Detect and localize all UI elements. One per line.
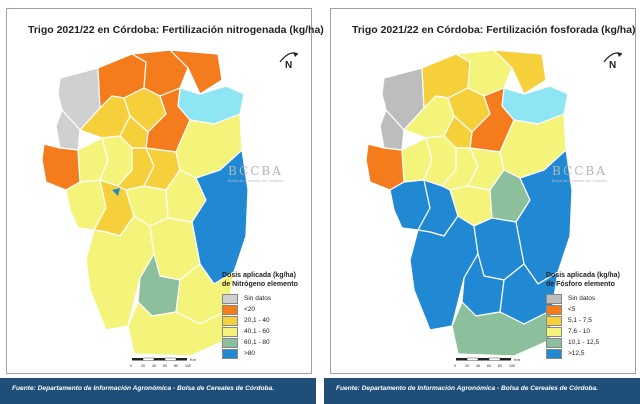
scale-bar: Km 0 20 40 60 80 100 xyxy=(130,357,197,368)
scale-tick-label: 60 xyxy=(163,364,167,368)
legend-item: <5 xyxy=(546,304,636,315)
watermark-subtitle: Bolsa de Cereales de Córdoba xyxy=(552,178,607,183)
bccba-watermark: BCCBA Bolsa de Cereales de Córdoba xyxy=(228,164,298,183)
legend-item: 7,6 - 10 xyxy=(546,326,636,337)
department-west-2 xyxy=(365,143,405,191)
legend-item: >80 xyxy=(222,348,312,359)
scale-unit: Km xyxy=(190,357,197,362)
legend-swatch xyxy=(222,326,238,337)
watermark-logo: BCCBA xyxy=(552,164,607,178)
legend-label: <5 xyxy=(568,306,576,313)
scale-tick-label: 40 xyxy=(476,364,480,368)
department-ne xyxy=(493,49,547,95)
nitrogen-map-panel: Trigo 2021/22 en Córdoba: Fertilización … xyxy=(0,0,324,404)
legend-swatch xyxy=(546,293,562,304)
legend-item: Sin datos xyxy=(222,293,312,304)
north-label: N xyxy=(609,60,617,71)
legend-swatch xyxy=(222,348,238,359)
map-legend: Dosis aplicada (kg/ha) de Fósforo elemen… xyxy=(546,272,636,359)
legend-label: Sin datos xyxy=(244,295,272,302)
north-arrow-icon xyxy=(279,52,299,63)
legend-label: <20 xyxy=(244,306,256,313)
legend-label: >80 xyxy=(244,350,256,357)
legend-label: >12,5 xyxy=(568,350,585,357)
scale-tick-label: 100 xyxy=(509,364,515,368)
scale-unit: Km xyxy=(514,357,521,362)
department-ne xyxy=(169,49,223,95)
department-west-2 xyxy=(41,143,81,191)
legend-title: Dosis aplicada (kg/ha) de Fósforo elemen… xyxy=(546,272,636,289)
legend-swatch xyxy=(222,337,238,348)
legend-item: <20 xyxy=(222,304,312,315)
map-title: Trigo 2021/22 en Córdoba: Fertilización … xyxy=(28,24,324,36)
legend-label: 5,1 - 7,5 xyxy=(568,317,592,324)
legend-label: 10,1 - 12,5 xyxy=(568,339,600,346)
legend-label: 40,1 - 60 xyxy=(244,328,270,335)
footer-text: Fuente: Departamento de Información Agro… xyxy=(12,385,275,392)
scale-tick-label: 0 xyxy=(130,364,132,368)
source-footer: Fuente: Departamento de Información Agro… xyxy=(0,378,316,404)
cordoba-departments-map[interactable] xyxy=(344,40,594,360)
legend-item: >12,5 xyxy=(546,348,636,359)
legend-label: 7,6 - 10 xyxy=(568,328,591,335)
scale-tick-label: 80 xyxy=(174,364,178,368)
legend-swatch xyxy=(546,304,562,315)
footer-text: Fuente: Departamento de Información Agro… xyxy=(336,385,599,392)
legend-title: Dosis aplicada (kg/ha) de Nitrógeno elem… xyxy=(222,272,312,289)
scale-tick-label: 60 xyxy=(487,364,491,368)
north-arrow-icon xyxy=(603,52,623,63)
source-footer: Fuente: Departamento de Información Agro… xyxy=(324,378,640,404)
legend-items: Sin datos <20 20,1 - 40 40,1 - 60 60,1 - 80 >… xyxy=(222,293,312,359)
scale-tick-label: 20 xyxy=(465,364,469,368)
legend-item: 40,1 - 60 xyxy=(222,326,312,337)
legend-title-line1: Dosis aplicada (kg/ha) xyxy=(222,272,296,279)
scale-tick-label: 20 xyxy=(141,364,145,368)
legend-item: Sin datos xyxy=(546,293,636,304)
map-title: Trigo 2021/22 en Córdoba: Fertilización … xyxy=(352,24,636,36)
watermark-subtitle: Bolsa de Cereales de Córdoba xyxy=(228,178,283,183)
legend-label: 60,1 - 80 xyxy=(244,339,270,346)
scale-tick-label: 80 xyxy=(498,364,502,368)
bccba-watermark: BCCBA Bolsa de Cereales de Córdoba xyxy=(552,164,622,183)
legend-swatch xyxy=(222,304,238,315)
legend-swatch xyxy=(546,348,562,359)
department-south xyxy=(127,301,229,357)
department-south xyxy=(451,301,553,357)
north-label: N xyxy=(285,60,293,71)
legend-label: Sin datos xyxy=(568,295,596,302)
legend-swatch xyxy=(222,293,238,304)
legend-item: 60,1 - 80 xyxy=(222,337,312,348)
legend-swatch xyxy=(222,315,238,326)
legend-swatch xyxy=(546,326,562,337)
legend-item: 5,1 - 7,5 xyxy=(546,315,636,326)
scale-bar: Km 0 20 40 60 80 100 xyxy=(454,357,521,368)
scale-tick-label: 40 xyxy=(152,364,156,368)
scale-tick-label: 100 xyxy=(185,364,191,368)
legend-title-line1: Dosis aplicada (kg/ha) xyxy=(546,272,620,279)
legend-item: 20,1 - 40 xyxy=(222,315,312,326)
legend-item: 10,1 - 12,5 xyxy=(546,337,636,348)
cordoba-departments-map[interactable] xyxy=(20,40,270,360)
legend-items: Sin datos <5 5,1 - 7,5 7,6 - 10 10,1 - 12,5 >… xyxy=(546,293,636,359)
legend-swatch xyxy=(546,315,562,326)
legend-title-line2: de Fósforo elemento xyxy=(546,280,615,288)
scale-tick-label: 0 xyxy=(454,364,456,368)
legend-swatch xyxy=(546,337,562,348)
legend-label: 20,1 - 40 xyxy=(244,317,270,324)
phosphorus-map-panel: Trigo 2021/22 en Córdoba: Fertilización … xyxy=(324,0,640,404)
lake-marker xyxy=(112,188,120,196)
map-legend: Dosis aplicada (kg/ha) de Nitrógeno elem… xyxy=(222,272,312,359)
legend-title-line2: de Nitrógeno elemento xyxy=(222,280,298,288)
watermark-logo: BCCBA xyxy=(228,164,283,178)
